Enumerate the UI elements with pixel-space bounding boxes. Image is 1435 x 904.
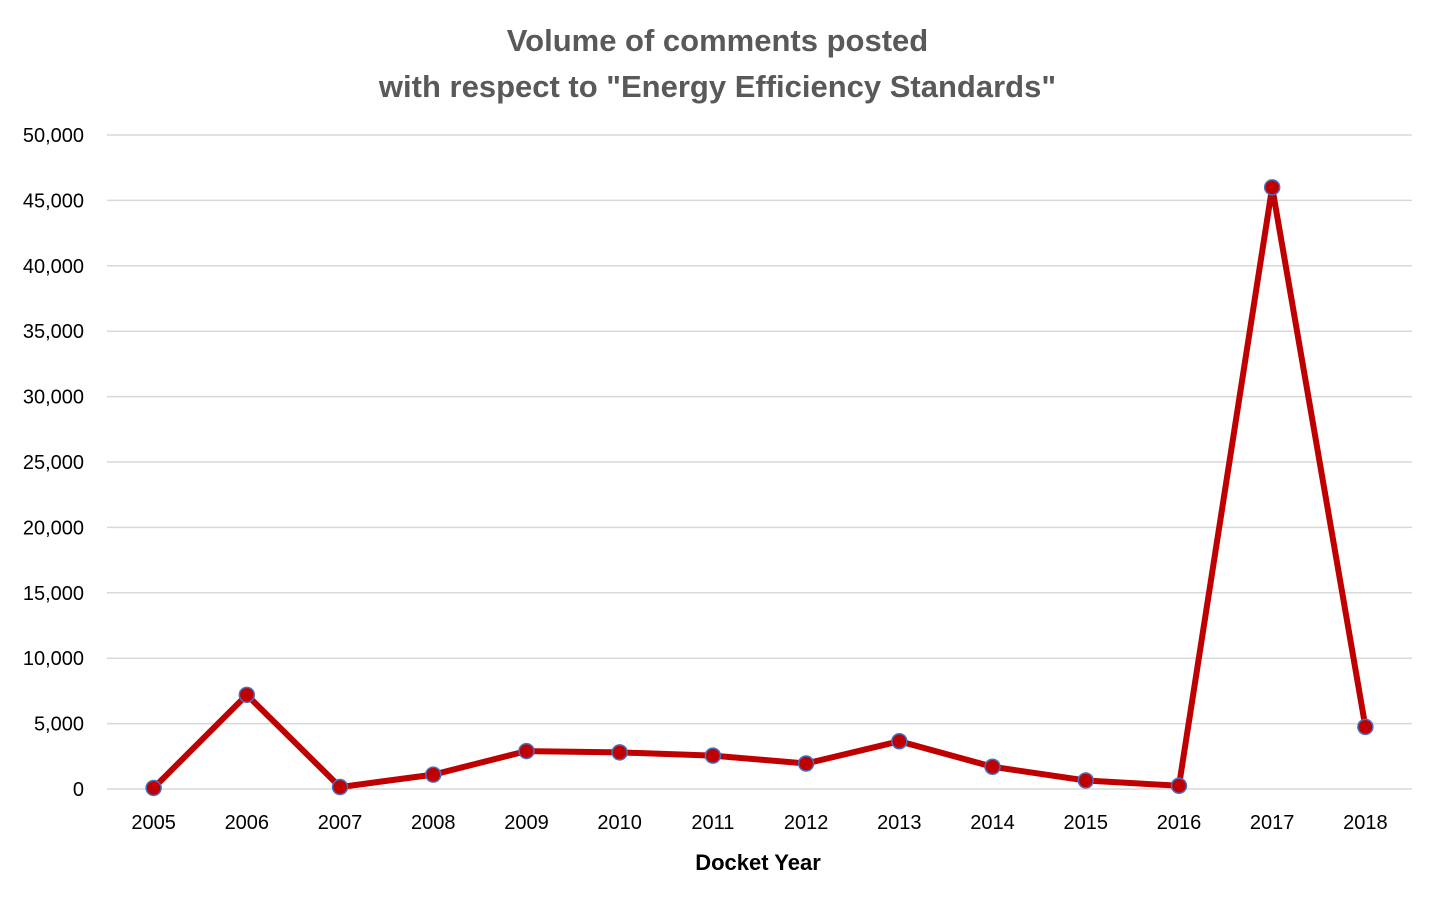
x-tick-label: 2014 (970, 812, 1015, 834)
x-tick-label: 2012 (784, 812, 829, 834)
y-tick-label: 20,000 (23, 517, 84, 539)
data-point-2013 (891, 733, 908, 750)
x-axis-tick-labels: 2005 2006 2007 2008 2009 2010 2011 2012 2013 2014… (131, 812, 1387, 834)
x-tick-label: 2010 (597, 812, 642, 834)
series-polyline (151, 186, 1369, 791)
data-point-2005 (145, 779, 162, 797)
y-tick-label: 0 (73, 779, 84, 801)
x-tick-label: 2008 (411, 812, 456, 834)
y-tick-label: 10,000 (23, 648, 84, 670)
x-tick-label: 2018 (1343, 812, 1388, 834)
x-tick-label: 2013 (877, 812, 922, 834)
series-line (151, 186, 1369, 791)
chart-title: Volume of comments posted with respect t… (0, 18, 1435, 110)
y-tick-label: 40,000 (23, 256, 84, 278)
x-tick-label: 2015 (1064, 812, 1109, 834)
y-tick-label: 5,000 (34, 714, 84, 736)
y-tick-label: 35,000 (23, 321, 84, 343)
x-tick-label: 2005 (131, 812, 176, 834)
x-axis-label: Docket Year (695, 850, 821, 875)
y-tick-label: 50,000 (23, 125, 84, 147)
gridlines (107, 134, 1412, 790)
data-point-2014 (984, 758, 1001, 776)
x-tick-label: 2006 (225, 812, 270, 834)
data-point-2006 (238, 686, 256, 704)
y-tick-label: 45,000 (23, 190, 84, 212)
chart-title-line-2: with respect to "Energy Efficiency Stand… (378, 69, 1057, 104)
x-tick-label: 2011 (691, 812, 734, 834)
y-tick-label: 25,000 (23, 452, 84, 474)
x-tick-label: 2009 (504, 812, 549, 834)
data-point-2011 (704, 747, 722, 764)
data-point-2018 (1357, 718, 1374, 736)
data-point-2017 (1263, 179, 1281, 196)
data-point-2015 (1077, 772, 1094, 789)
x-tick-label: 2016 (1157, 812, 1202, 834)
data-point-2012 (797, 755, 815, 772)
y-axis-tick-labels: 0 5,000 10,000 15,000 20,000 25,000 30,000 35,0… (23, 125, 84, 801)
y-tick-label: 30,000 (23, 387, 84, 409)
data-point-2009 (518, 742, 535, 760)
data-point-2010 (611, 744, 628, 761)
chart-title-line-1: Volume of comments posted (506, 23, 929, 58)
data-point-2007 (331, 778, 349, 796)
x-tick-label: 2007 (318, 812, 363, 834)
x-tick-label: 2017 (1250, 812, 1295, 834)
data-point-2016 (1170, 777, 1188, 794)
y-tick-label: 15,000 (23, 583, 84, 605)
data-point-2008 (425, 766, 442, 783)
data-points (145, 179, 1374, 797)
